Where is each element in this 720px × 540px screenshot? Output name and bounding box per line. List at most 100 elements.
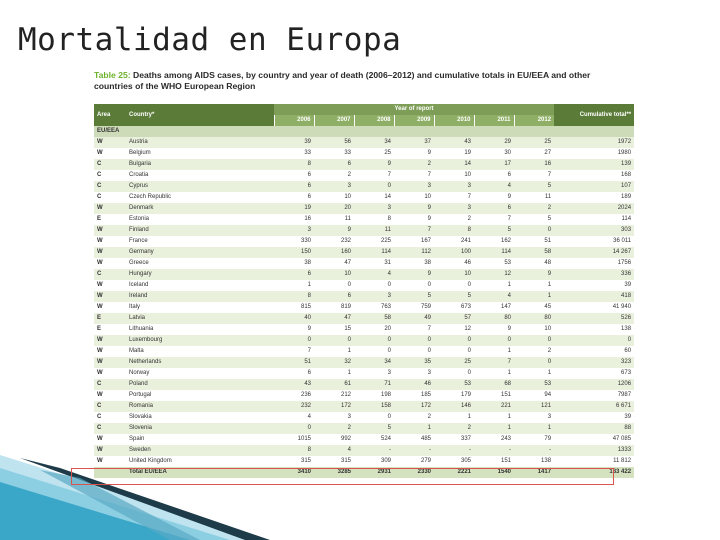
table-row: W Malta 7 1 0 0 0 1 2 60 <box>94 346 635 357</box>
country-cell: Germany <box>126 247 274 258</box>
year-value-cell: 80 <box>514 313 555 324</box>
year-value-cell: 1 <box>514 368 555 379</box>
year-value-cell: 3 <box>514 412 555 423</box>
table-row: W Finland 3 9 11 7 8 5 0 303 <box>94 225 635 236</box>
year-value-cell: 14 <box>434 159 474 170</box>
year-value-cell: 2 <box>394 412 434 423</box>
year-value-cell: 80 <box>474 313 514 324</box>
year-value-cell: 45 <box>514 302 555 313</box>
table-row: W Luxembourg 0 0 0 0 0 0 0 0 <box>94 335 635 346</box>
year-value-cell: - <box>514 445 555 456</box>
year-value-cell: 9 <box>394 214 434 225</box>
year-value-cell: 315 <box>274 456 314 467</box>
cumulative-total-cell: 673 <box>554 368 635 379</box>
table-row: C Croatia 6 2 7 7 10 6 7 168 <box>94 170 635 181</box>
year-value-cell: 94 <box>514 390 555 401</box>
year-value-cell: 6 <box>274 269 314 280</box>
cumulative-total-cell: 1980 <box>554 148 635 159</box>
year-value-cell: 673 <box>434 302 474 313</box>
year-value-cell: 1 <box>474 346 514 357</box>
year-value-cell: 46 <box>434 258 474 269</box>
year-value-cell: 47 <box>314 313 354 324</box>
country-cell: Spain <box>126 434 274 445</box>
area-cell: W <box>94 302 126 313</box>
table-row: E Latvia 40 47 58 49 57 80 80 526 <box>94 313 635 324</box>
country-cell: Belgium <box>126 148 274 159</box>
year-value-cell: 49 <box>394 313 434 324</box>
year-value-cell: 3 <box>354 291 394 302</box>
year-value-cell: 0 <box>394 335 434 346</box>
table-row: C Slovenia 0 2 5 1 2 1 1 88 <box>94 423 635 434</box>
year-value-cell: 1 <box>474 280 514 291</box>
year-value-cell: 68 <box>474 379 514 390</box>
table-row: W Austria 39 56 34 37 43 29 25 1972 <box>94 137 635 148</box>
header-year: 2007 <box>313 115 354 126</box>
year-value-cell: 5 <box>514 214 555 225</box>
country-cell: Austria <box>126 137 274 148</box>
year-value-cell: 37 <box>394 137 434 148</box>
year-value-cell: 5 <box>474 225 514 236</box>
year-value-cell: 185 <box>394 390 434 401</box>
header-year: 2012 <box>513 115 555 126</box>
cumulative-total-cell: 1206 <box>554 379 635 390</box>
header-year: 2010 <box>433 115 474 126</box>
country-cell: Denmark <box>126 203 274 214</box>
year-value-cell: 51 <box>514 236 555 247</box>
year-value-cell: 4 <box>354 269 394 280</box>
year-value-cell: 2 <box>514 203 555 214</box>
cumulative-total-cell: 39 <box>554 280 635 291</box>
area-cell: C <box>94 159 126 170</box>
country-cell: Luxembourg <box>126 335 274 346</box>
year-value-cell: 0 <box>394 346 434 357</box>
cumulative-total-cell: 0 <box>554 335 635 346</box>
year-value-cell: 25 <box>354 148 394 159</box>
year-value-cell: 241 <box>434 236 474 247</box>
cumulative-total-cell: 139 <box>554 159 635 170</box>
year-value-cell: 3 <box>354 368 394 379</box>
area-cell: W <box>94 368 126 379</box>
year-value-cell: 12 <box>474 269 514 280</box>
country-cell: Greece <box>126 258 274 269</box>
year-value-cell: 815 <box>274 302 314 313</box>
country-cell: Iceland <box>126 280 274 291</box>
year-value-cell: 151 <box>474 390 514 401</box>
year-value-cell: 114 <box>354 247 394 258</box>
year-value-cell: 53 <box>434 379 474 390</box>
year-value-cell: 11 <box>354 225 394 236</box>
cumulative-total-cell: 1333 <box>554 445 635 456</box>
area-cell: W <box>94 434 126 445</box>
year-value-cell: 9 <box>394 203 434 214</box>
year-value-cell: 147 <box>474 302 514 313</box>
table-row: W Sweden 8 4- - - - -1333 <box>94 445 635 456</box>
year-value-cell: 1 <box>514 423 555 434</box>
country-cell: Czech Republic <box>126 192 274 203</box>
year-value-cell: 58 <box>354 313 394 324</box>
year-value-cell: 10 <box>394 192 434 203</box>
slide-title: Mortalidad en Europa <box>18 22 402 58</box>
year-value-cell: 34 <box>354 137 394 148</box>
year-value-cell: 0 <box>514 225 555 236</box>
total-year-value-cell: 1540 <box>474 467 514 478</box>
year-value-cell: 3 <box>314 412 354 423</box>
year-value-cell: 4 <box>314 445 354 456</box>
year-value-cell: 19 <box>274 203 314 214</box>
cumulative-total-cell: 7987 <box>554 390 635 401</box>
area-cell: W <box>94 291 126 302</box>
country-cell: Slovakia <box>126 412 274 423</box>
table-row: W Italy 815 819 763 759 673 147 45 41 940 <box>94 302 635 313</box>
year-value-cell: 6 <box>474 203 514 214</box>
year-value-cell: 151 <box>474 456 514 467</box>
country-cell: Portugal <box>126 390 274 401</box>
area-cell: W <box>94 445 126 456</box>
year-value-cell: 121 <box>514 401 555 412</box>
total-year-value-cell: 2330 <box>394 467 434 478</box>
year-value-cell: 3 <box>354 203 394 214</box>
year-value-cell: 212 <box>314 390 354 401</box>
country-cell: Poland <box>126 379 274 390</box>
year-value-cell: 172 <box>314 401 354 412</box>
header-year: 2006 <box>273 115 314 126</box>
year-value-cell: 1 <box>394 423 434 434</box>
year-value-cell: 16 <box>274 214 314 225</box>
year-value-cell: 1 <box>474 423 514 434</box>
year-value-cell: 3 <box>434 203 474 214</box>
